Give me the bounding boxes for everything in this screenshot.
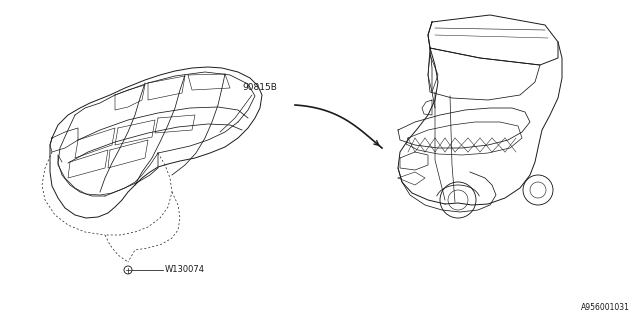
Text: 90815B: 90815B bbox=[242, 83, 277, 92]
Text: W130074: W130074 bbox=[165, 266, 205, 275]
Text: A956001031: A956001031 bbox=[581, 303, 630, 312]
